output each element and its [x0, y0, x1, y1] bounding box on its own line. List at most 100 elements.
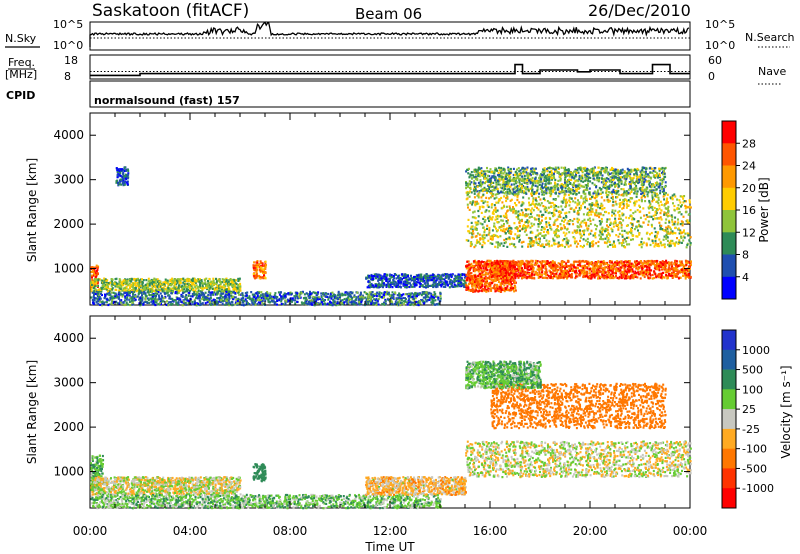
power-scatter-cell	[669, 242, 672, 245]
power-scatter-cell	[501, 206, 504, 209]
power-scatter-cell	[386, 290, 389, 293]
power-scatter-cell	[652, 241, 655, 245]
power-scatter-cell	[459, 278, 462, 281]
power-scatter-cell	[428, 279, 431, 282]
power-scatter-cell	[492, 209, 495, 212]
power-scatter-cell	[123, 279, 126, 282]
power-scatter-cell	[166, 291, 169, 294]
power-scatter-cell	[119, 292, 122, 295]
power-scatter-cell	[669, 226, 672, 229]
power-scatter-cell	[542, 230, 545, 233]
power-scatter-cell	[630, 227, 633, 231]
power-scatter-cell	[651, 225, 653, 228]
power-scatter-cell	[541, 234, 544, 237]
power-scatter-cell	[501, 260, 504, 263]
power-scatter-cell	[471, 201, 474, 204]
power-scatter-cell	[470, 221, 473, 224]
power-scatter-cell	[170, 303, 172, 306]
power-scatter-cell	[543, 197, 546, 200]
power-scatter-cell	[676, 198, 679, 201]
power-scatter-cell	[617, 226, 620, 229]
power-scatter-cell	[559, 223, 562, 226]
power-scatter-cell	[329, 303, 332, 306]
power-scatter-cell	[375, 301, 378, 304]
power-scatter-cell	[415, 300, 418, 303]
power-scatter-cell	[241, 292, 244, 295]
power-scatter-cell	[98, 294, 101, 297]
power-scatter-cell	[537, 237, 540, 240]
power-scatter-cell	[674, 220, 677, 223]
power-scatter-cell	[508, 283, 511, 286]
power-scatter-cell	[139, 304, 142, 307]
power-scatter-cell	[542, 205, 545, 208]
power-scatter-cell	[196, 286, 199, 289]
power-scatter-cell	[179, 298, 182, 301]
power-scatter-cell	[579, 229, 581, 232]
power-scatter-cell	[402, 300, 405, 303]
power-scatter-cell	[117, 293, 120, 296]
power-scatter-cell	[478, 207, 481, 211]
power-scatter-cell	[449, 274, 452, 278]
power-scatter-cell	[541, 219, 543, 222]
power-scatter-cell	[679, 195, 682, 198]
power-scatter-cell	[375, 273, 378, 276]
power-scatter-cell	[644, 196, 646, 199]
power-scatter-cell	[665, 230, 668, 233]
power-scatter-cell	[267, 300, 270, 303]
power-scatter-cell	[408, 298, 411, 301]
power-scatter-cell	[479, 267, 482, 270]
power-scatter-cell	[139, 280, 142, 284]
power-scatter-cell	[125, 178, 128, 181]
power-scatter-cell	[206, 301, 209, 304]
power-scatter-cell	[503, 269, 505, 272]
power-scatter-cell	[588, 217, 591, 220]
power-scatter-cell	[94, 266, 96, 269]
power-scatter-cell	[225, 290, 228, 294]
power-scatter-cell	[537, 232, 540, 235]
power-scatter-cell	[455, 279, 458, 283]
power-scatter-cell	[402, 280, 405, 283]
power-scatter-cell	[190, 283, 193, 286]
power-scatter-cell	[402, 293, 405, 296]
power-scatter-cell	[208, 277, 211, 281]
power-scatter-cell	[654, 210, 657, 213]
power-scatter-cell	[159, 297, 162, 300]
power-scatter-cell	[235, 282, 238, 285]
power-scatter-cell	[476, 261, 479, 264]
power-scatter-cell	[633, 218, 636, 221]
power-scatter-cell	[311, 303, 314, 306]
power-scatter-cell	[682, 239, 685, 242]
power-scatter-cell	[684, 211, 687, 214]
power-scatter-cell	[164, 292, 166, 295]
power-scatter-cell	[402, 276, 405, 280]
power-scatter-cell	[581, 246, 584, 249]
power-scatter-cell	[654, 237, 657, 240]
power-scatter-cell	[259, 260, 262, 263]
power-scatter-cell	[543, 245, 546, 249]
power-scatter-cell	[455, 276, 458, 279]
power-scatter-cell	[472, 260, 475, 263]
power-scatter-cell	[549, 225, 552, 229]
power-scatter-cell	[228, 293, 231, 296]
power-scatter-cell	[190, 299, 193, 302]
power-scatter-cell	[252, 298, 255, 301]
power-scatter-cell	[529, 226, 532, 229]
power-scatter-cell	[598, 234, 601, 237]
power-scatter-cell	[93, 296, 96, 299]
power-scatter-cell	[168, 290, 170, 293]
power-scatter-cell	[521, 211, 524, 214]
power-scatter-cell	[166, 281, 169, 284]
power-scatter-cell	[428, 284, 431, 287]
power-scatter-cell	[101, 281, 104, 284]
power-scatter-cell	[515, 212, 518, 215]
power-scatter-cell	[142, 292, 145, 295]
power-scatter-cell	[486, 224, 489, 227]
power-scatter-cell	[351, 300, 354, 303]
power-scatter-cell	[112, 301, 114, 305]
power-scatter-cell	[672, 242, 675, 245]
power-scatter-cell	[486, 276, 489, 280]
power-scatter-cell	[568, 199, 571, 202]
power-scatter-cell	[529, 231, 532, 234]
power-scatter-cell	[192, 293, 195, 297]
power-scatter-cell	[132, 287, 135, 290]
